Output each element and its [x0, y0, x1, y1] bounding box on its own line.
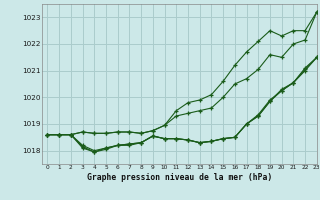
- X-axis label: Graphe pression niveau de la mer (hPa): Graphe pression niveau de la mer (hPa): [87, 173, 272, 182]
